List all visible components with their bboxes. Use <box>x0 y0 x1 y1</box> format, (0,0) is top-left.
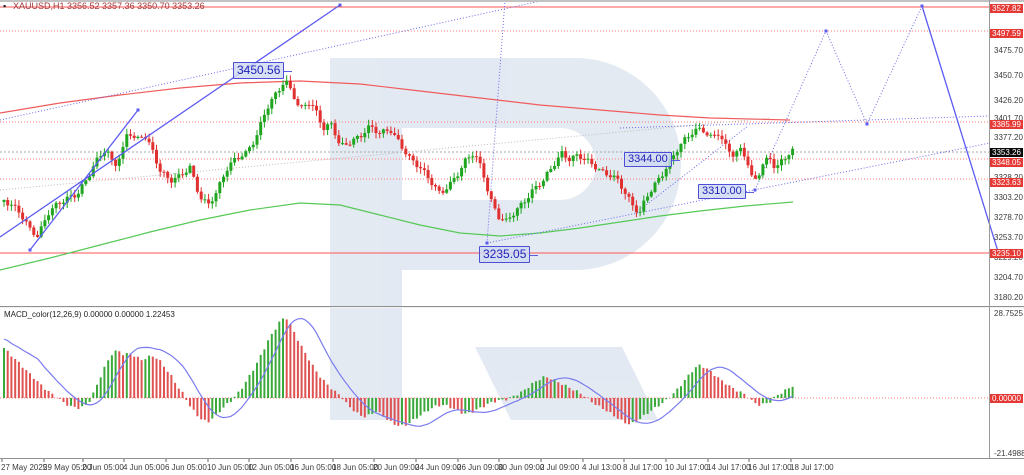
price-axis-tick: 3180.20 <box>994 293 1023 302</box>
price-axis-tick: 3401.70 <box>994 114 1023 123</box>
price-annotation-box[interactable]: 3235.05 <box>479 246 539 263</box>
price-axis-tick: 3450.70 <box>994 71 1023 80</box>
price-axis-tick: 3253.70 <box>994 233 1023 242</box>
time-axis-label: 2 Jul 09:00 <box>540 463 580 472</box>
time-axis-label: 20 Jun 09:00 <box>373 463 420 472</box>
annotation-tail <box>745 191 754 193</box>
price-level-badge: 3323.63 <box>990 178 1023 187</box>
price-level-badge: 3385.99 <box>990 120 1023 129</box>
time-axis-separator <box>0 458 1024 459</box>
time-axis-label: 6 Jun 05:00 <box>165 463 207 472</box>
time-axis-label: 4 Jul 13:00 <box>582 463 622 472</box>
price-level-badge: 3348.05 <box>990 158 1023 167</box>
price-axis-tick: 3278.70 <box>994 213 1023 222</box>
price-axis-tick: 28.7525 <box>994 309 1023 318</box>
current-price-badge: 3353.26 <box>990 148 1023 157</box>
trendline-anchor-marker[interactable] <box>136 108 140 112</box>
trendline-anchor-marker[interactable] <box>824 29 828 33</box>
time-axis-label: 18 Jul 17:00 <box>790 463 834 472</box>
time-axis-label: 18 Jun 05:00 <box>332 463 379 472</box>
price-axis-tick: 3204.70 <box>994 273 1023 282</box>
trendline-anchor-marker[interactable] <box>485 241 489 245</box>
price-axis-tick: 3377.20 <box>994 133 1023 142</box>
time-axis-label: 29 May 05:00 <box>43 463 92 472</box>
time-axis-label: 10 Jul 17:00 <box>665 463 709 472</box>
trendline-anchor-marker[interactable] <box>28 248 32 252</box>
price-axis-tick: 3328.20 <box>994 173 1023 182</box>
macd-signal-line <box>3 317 793 427</box>
symbol-ohlc-title: XAUUSD,H1 3356.52 3357.36 3350.70 3353.2… <box>13 1 205 11</box>
price-axis-tick: 3426.20 <box>994 96 1023 105</box>
trendline-anchor-marker[interactable] <box>920 4 924 8</box>
time-axis-label: 24 Jun 09:00 <box>415 463 462 472</box>
price-level-badge: 3235.10 <box>990 249 1023 258</box>
price-level-badge: 3497.59 <box>990 29 1023 38</box>
time-axis-label: 16 Jul 17:00 <box>748 463 792 472</box>
time-axis-label: 30 Jun 09:00 <box>498 463 545 472</box>
trendline-anchor-marker[interactable] <box>753 188 757 192</box>
trendline-anchor-marker[interactable] <box>338 3 342 7</box>
price-axis-tick: 3303.20 <box>994 193 1023 202</box>
price-axis-tick: -21.4988 <box>994 449 1024 458</box>
pane-separator[interactable] <box>0 306 1024 307</box>
time-axis-label: 16 Jun 05:00 <box>290 463 337 472</box>
time-axis-label: 10 Jun 05:00 <box>207 463 254 472</box>
time-axis-label: 2 Jun 05:00 <box>82 463 124 472</box>
blue-trendline[interactable] <box>0 4 341 238</box>
time-axis-label: 14 Jul 17:00 <box>707 463 751 472</box>
time-axis-label: 12 Jun 05:00 <box>248 463 295 472</box>
blue-dotted-trendline[interactable] <box>754 30 827 191</box>
time-axis-label: 8 Jul 17:00 <box>623 463 663 472</box>
macd-histogram-down <box>6 319 761 426</box>
price-annotation-box[interactable]: 3344.00 <box>624 152 680 167</box>
time-axis-label: 26 Jun 09:00 <box>457 463 504 472</box>
trendline-anchor-marker[interactable] <box>865 122 869 126</box>
window-top-border <box>0 0 1024 2</box>
annotation-tail <box>530 254 539 256</box>
ma-slow-line[interactable] <box>0 201 794 271</box>
time-axis-label: 27 May 2025 <box>1 463 48 472</box>
blue-dotted-trendline[interactable] <box>866 5 923 125</box>
price-axis-tick: 3475.70 <box>994 46 1023 55</box>
blue-dotted-trendline[interactable] <box>0 0 546 121</box>
blue-dotted-trendline[interactable] <box>825 30 868 125</box>
ma-fast-line[interactable] <box>0 80 791 121</box>
price-annotation-box[interactable]: 3310.00 <box>698 184 754 199</box>
annotation-tail <box>284 70 293 72</box>
time-axis-label: 4 Jun 05:00 <box>123 463 165 472</box>
chart-shift-icon[interactable]: ▪ <box>3 1 7 11</box>
price-level-badge: 0.00000 <box>990 394 1023 403</box>
blue-trendline[interactable] <box>29 109 139 251</box>
blue-trendline[interactable] <box>921 5 1001 259</box>
pane-separator-highlight <box>0 307 1024 308</box>
price-axis-separator <box>989 0 990 458</box>
annotation-tail <box>671 159 680 161</box>
macd-indicator-label: MACD_color(12,26,9) 0.00000 0.00000 1.22… <box>4 310 175 319</box>
price-annotation-box[interactable]: 3450.56 <box>233 62 293 79</box>
price-level-badge: 3527.82 <box>990 4 1023 13</box>
